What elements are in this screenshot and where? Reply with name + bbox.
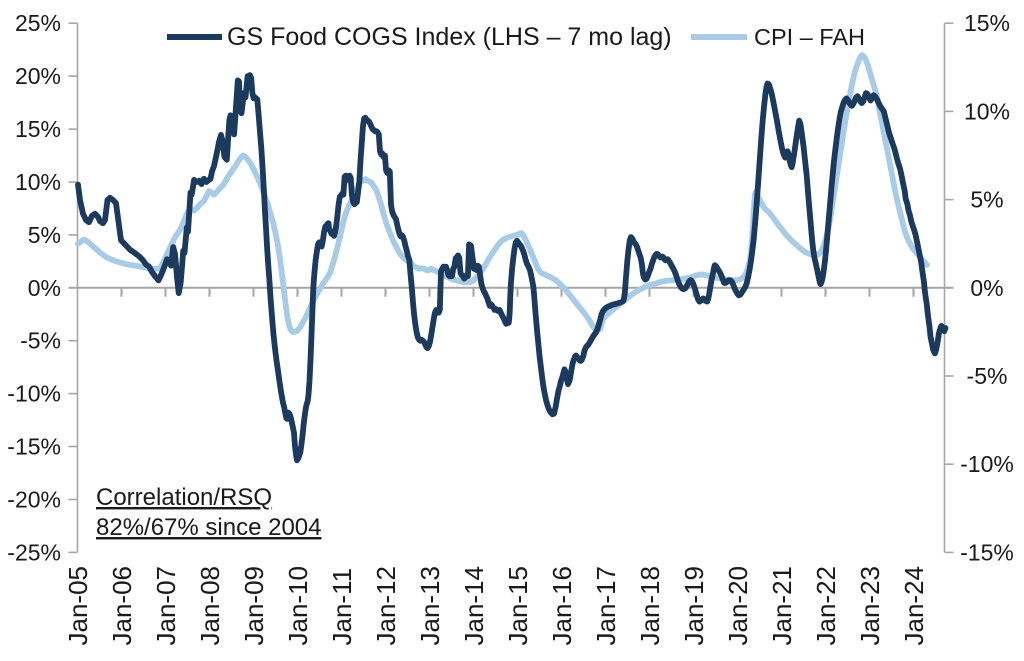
svg-text:Jan-22: Jan-22	[811, 566, 841, 646]
svg-text:Correlation/RSQ: Correlation/RSQ	[96, 484, 272, 511]
svg-text:Jan-15: Jan-15	[503, 566, 533, 646]
svg-text:Jan-16: Jan-16	[547, 566, 577, 646]
svg-text:Jan-20: Jan-20	[723, 566, 753, 646]
svg-text:-5%: -5%	[967, 363, 1008, 389]
svg-text:CPI – FAH: CPI – FAH	[754, 24, 865, 50]
svg-text:Jan-05: Jan-05	[63, 566, 93, 646]
svg-text:Jan-09: Jan-09	[239, 566, 269, 646]
svg-text:-5%: -5%	[20, 328, 61, 354]
svg-text:Jan-13: Jan-13	[415, 566, 445, 646]
svg-text:20%: 20%	[15, 63, 61, 89]
svg-text:Jan-18: Jan-18	[635, 566, 665, 646]
svg-text:Jan-21: Jan-21	[767, 566, 797, 646]
svg-text:10%: 10%	[15, 169, 61, 195]
svg-text:15%: 15%	[964, 10, 1010, 36]
svg-text:Jan-23: Jan-23	[855, 566, 885, 646]
svg-text:10%: 10%	[964, 98, 1010, 124]
svg-text:82%/67% since 2004: 82%/67% since 2004	[96, 514, 322, 541]
svg-text:Jan-10: Jan-10	[283, 566, 313, 646]
svg-text:Jan-14: Jan-14	[459, 566, 489, 646]
svg-text:15%: 15%	[15, 116, 61, 142]
svg-text:Jan-24: Jan-24	[899, 566, 929, 646]
svg-text:Jan-06: Jan-06	[107, 566, 137, 646]
svg-text:-10%: -10%	[7, 381, 61, 407]
svg-text:-15%: -15%	[960, 539, 1014, 565]
svg-text:Jan-11: Jan-11	[327, 568, 357, 646]
svg-text:Jan-17: Jan-17	[591, 566, 621, 646]
svg-text:5%: 5%	[28, 222, 61, 248]
svg-text:GS Food COGS Index (LHS – 7 mo: GS Food COGS Index (LHS – 7 mo lag)	[227, 23, 672, 51]
svg-text:Jan-08: Jan-08	[195, 566, 225, 646]
svg-text:Jan-12: Jan-12	[371, 566, 401, 646]
svg-text:-20%: -20%	[7, 487, 61, 513]
svg-text:25%: 25%	[15, 10, 61, 36]
svg-text:-15%: -15%	[7, 434, 61, 460]
svg-text:-25%: -25%	[7, 539, 61, 565]
svg-text:0%: 0%	[970, 275, 1003, 301]
svg-text:-10%: -10%	[960, 451, 1014, 477]
svg-text:Jan-07: Jan-07	[151, 566, 181, 646]
svg-text:0%: 0%	[28, 275, 61, 301]
svg-text:5%: 5%	[970, 187, 1003, 213]
svg-text:Jan-19: Jan-19	[679, 566, 709, 646]
